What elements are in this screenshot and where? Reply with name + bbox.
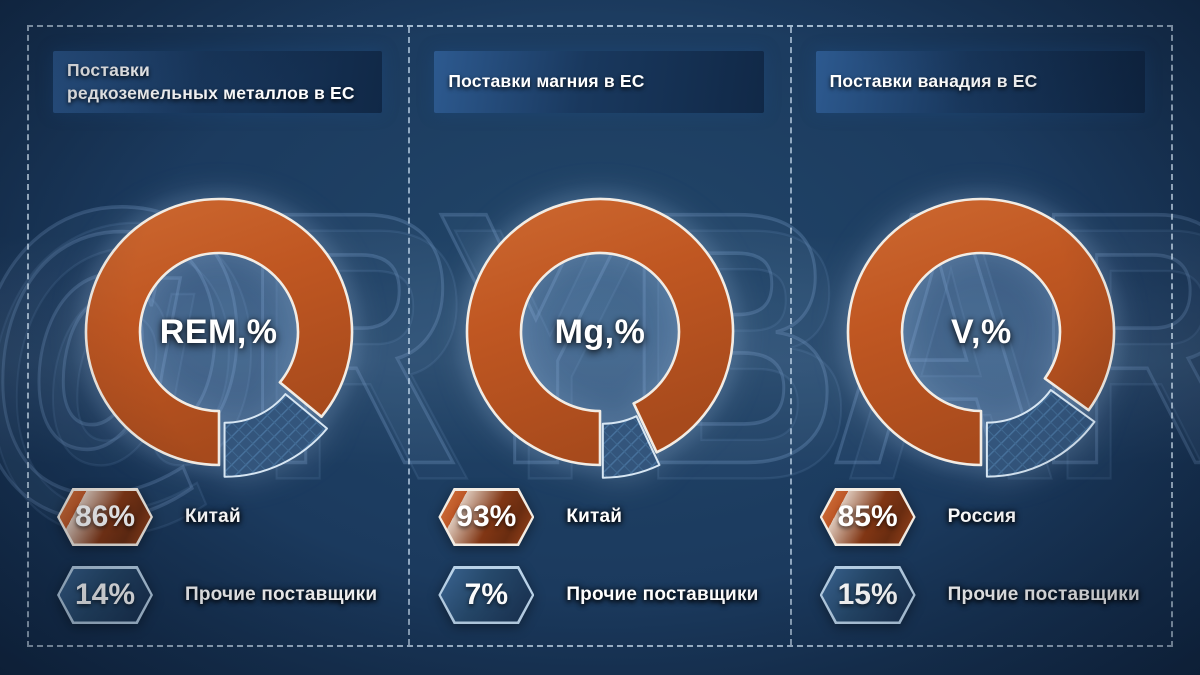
legend-item-main: 85% Россия xyxy=(820,488,1140,546)
donut-slice-main xyxy=(847,197,1116,467)
panel-title-line-1: Поставки ванадия в ЕС xyxy=(829,71,1038,92)
panel-rare-earth-metals: Поставки редкоземельных металлов в ЕС RE… xyxy=(29,27,408,645)
donut-svg-mg xyxy=(447,180,752,484)
legend-label: Россия xyxy=(947,506,1017,527)
panel-title-line-1: Поставки магния в ЕС xyxy=(448,71,645,92)
donut-svg-rem xyxy=(66,180,371,484)
badge-fill xyxy=(59,568,151,622)
panel-title-box: Поставки ванадия в ЕС xyxy=(815,51,1145,113)
donut-chart-rem: REM,% xyxy=(54,167,384,497)
panel-title-box: Поставки редкоземельных металлов в ЕС xyxy=(53,51,383,113)
legend-item-main: 93% Китай xyxy=(438,488,758,546)
panel-magnesium: Поставки магния в ЕС Mg,% 93% Китай 7% xyxy=(408,27,789,645)
donut-slice-main xyxy=(465,197,735,467)
percent-value: 15% xyxy=(837,578,898,611)
donut-chart-mg: Mg,% xyxy=(435,167,765,497)
legend-item-main: 86% Китай xyxy=(57,488,377,546)
legend-label: Китай xyxy=(566,506,623,527)
legend-mg: 93% Китай 7% Прочие поставщики xyxy=(438,488,758,624)
percent-value: 85% xyxy=(837,500,898,533)
donut-svg-v xyxy=(829,180,1134,484)
panel-title-box: Поставки магния в ЕС xyxy=(434,51,764,113)
badge-fill xyxy=(822,490,914,544)
donut-slice-other xyxy=(601,415,661,479)
dashed-frame: Поставки редкоземельных металлов в ЕС RE… xyxy=(27,25,1173,647)
donut-slice-main xyxy=(84,197,353,467)
percent-badge-blue: 15% xyxy=(820,566,916,624)
legend-label: Прочие поставщики xyxy=(947,584,1140,605)
legend-v: 85% Россия 15% Прочие поставщики xyxy=(820,488,1140,624)
percent-value: 7% xyxy=(464,578,508,611)
panel-vanadium: Поставки ванадия в ЕС V,% 85% Россия 15% xyxy=(789,27,1171,645)
legend-label: Прочие поставщики xyxy=(185,584,378,605)
panel-title-line-1: Поставки xyxy=(67,59,150,80)
legend-item-other: 15% Прочие поставщики xyxy=(820,566,1140,624)
donut-slice-other xyxy=(223,393,328,478)
percent-badge-orange: 86% xyxy=(57,488,153,546)
legend-item-other: 14% Прочие поставщики xyxy=(57,566,377,624)
percent-badge-orange: 93% xyxy=(438,488,534,546)
badge-fill xyxy=(59,490,151,544)
percent-value: 93% xyxy=(456,500,517,533)
percent-badge-orange: 85% xyxy=(820,488,916,546)
donut-slice-other xyxy=(986,389,1096,478)
badge-fill xyxy=(440,490,532,544)
percent-value: 14% xyxy=(74,578,136,611)
percent-badge-blue: 14% xyxy=(57,566,153,624)
badge-fill xyxy=(822,568,914,622)
legend-item-other: 7% Прочие поставщики xyxy=(438,566,758,624)
legend-label: Прочие поставщики xyxy=(566,584,759,605)
legend-label: Китай xyxy=(185,506,241,527)
legend-rem: 86% Китай 14% Прочие поставщики xyxy=(57,488,377,624)
percent-badge-blue: 7% xyxy=(438,566,534,624)
percent-value: 86% xyxy=(74,500,136,533)
panel-title-line-2: редкоземельных металлов в ЕС xyxy=(67,83,355,103)
donut-chart-v: V,% xyxy=(816,167,1146,497)
badge-fill xyxy=(440,568,532,622)
